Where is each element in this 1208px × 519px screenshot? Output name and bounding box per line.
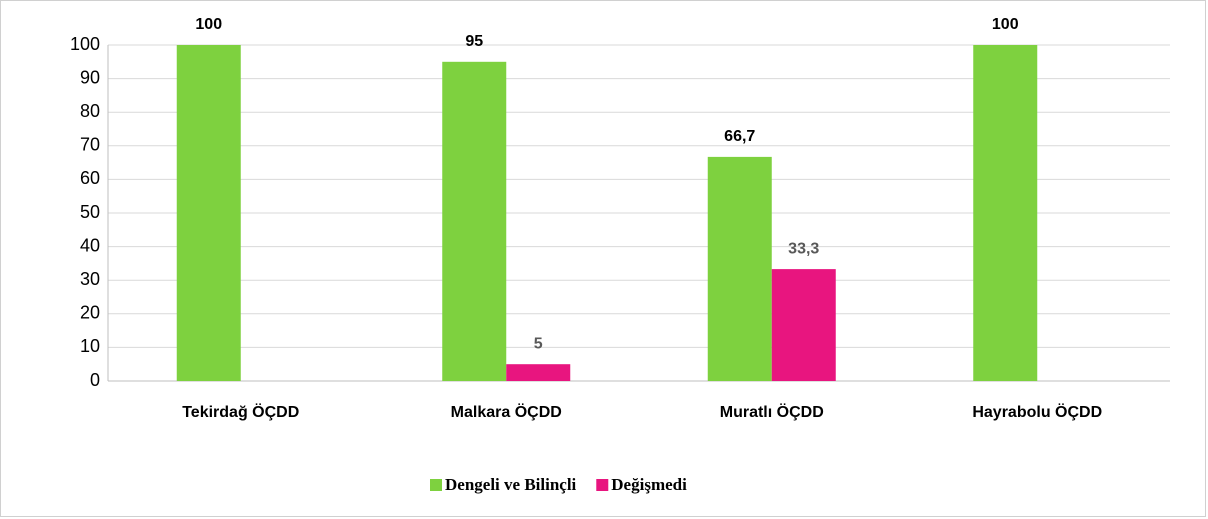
y-tick-label: 20 — [80, 303, 100, 323]
legend-swatch — [596, 479, 609, 491]
x-tick-label: Muratlı ÖÇDD — [720, 402, 824, 421]
bar — [506, 364, 571, 381]
legend-label: Dengeli ve Bilinçli — [445, 475, 577, 494]
y-tick-label: 100 — [70, 34, 100, 54]
y-tick-label: 70 — [80, 135, 100, 155]
value-label: 33,3 — [788, 240, 819, 257]
value-label: 100 — [992, 16, 1019, 33]
y-tick-label: 10 — [80, 336, 100, 356]
bar — [442, 61, 507, 382]
bar — [973, 45, 1038, 381]
x-tick-label: Malkara ÖÇDD — [451, 402, 562, 421]
y-tick-label: 0 — [90, 370, 100, 390]
x-tick-label: Hayrabolu ÖÇDD — [972, 402, 1102, 421]
value-label: 100 — [195, 16, 222, 33]
y-tick-label: 80 — [80, 101, 100, 121]
value-label: 95 — [465, 33, 483, 50]
legend-swatch — [430, 479, 442, 491]
y-tick-label: 60 — [80, 168, 100, 188]
y-tick-label: 40 — [80, 235, 100, 255]
y-tick-label: 90 — [80, 67, 100, 87]
value-label: 5 — [534, 335, 543, 352]
bar — [707, 156, 772, 381]
value-label: 66,7 — [724, 128, 755, 145]
legend-label: Değişmedi — [611, 475, 687, 494]
y-tick-label: 50 — [80, 202, 100, 222]
y-tick-label: 30 — [80, 269, 100, 289]
x-tick-label: Tekirdağ ÖÇDD — [182, 402, 299, 421]
bar — [176, 45, 241, 381]
bar — [771, 269, 836, 381]
